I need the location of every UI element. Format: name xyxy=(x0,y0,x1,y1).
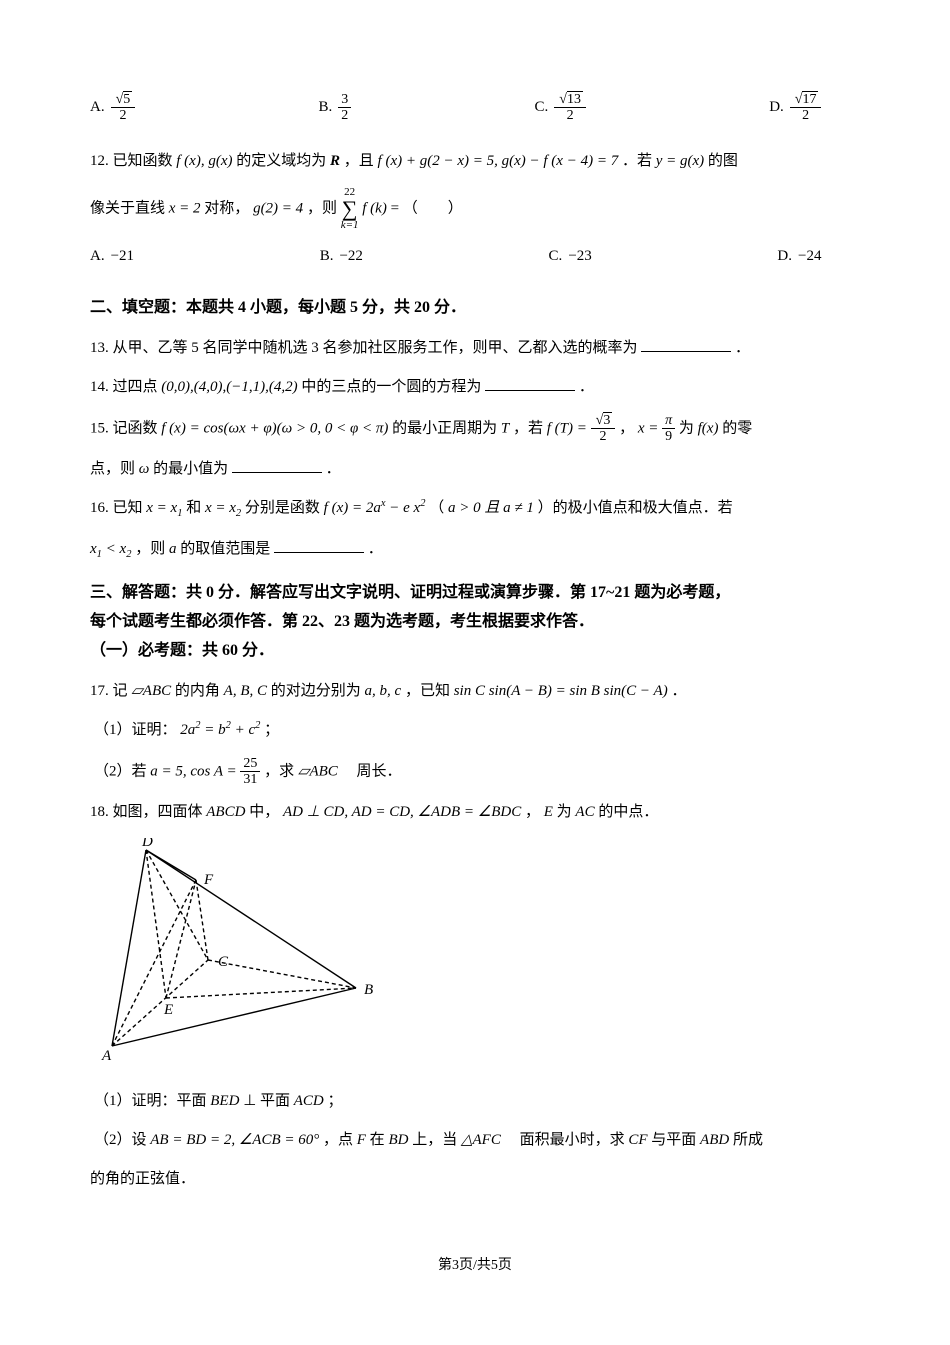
section3-title: 三、解答题：共 0 分．解答应写出文字说明、证明过程或演算步骤．第 17~21 … xyxy=(90,579,860,665)
q11-option-c: C. 13 2 xyxy=(535,92,586,124)
q12-option-b: B.−22 xyxy=(320,243,363,270)
svg-text:D: D xyxy=(141,838,153,850)
q11-options: A. 5 2 B. 3 2 C. 13 2 D. 17 2 xyxy=(90,92,822,124)
q12-option-c: C.−23 xyxy=(549,243,592,270)
q18-part2: （2）设 AB = BD = 2, ∠ACB = 60° ，点 F 在 BD 上… xyxy=(94,1127,860,1154)
svg-text:A: A xyxy=(101,1048,112,1064)
section2-title: 二、填空题：本题共 4 小题，每小题 5 分，共 20 分． xyxy=(90,294,860,323)
fill-blank xyxy=(274,538,364,553)
qnum: 15. xyxy=(90,420,109,436)
q15-line2: 点，则 ω 的最小值为 ． xyxy=(90,456,860,483)
qnum: 13. xyxy=(90,340,109,356)
opt-label: B. xyxy=(319,94,333,121)
q13: 13. 从甲、乙等 5 名同学中随机选 3 名参加社区服务工作，则甲、乙都入选的… xyxy=(90,335,860,362)
q16-line2: x1 < x2 ，则 a 的取值范围是 ． xyxy=(90,536,860,565)
svg-text:C: C xyxy=(218,954,229,970)
summation: 22 ∑ k=1 xyxy=(341,187,359,231)
fraction: 3 2 xyxy=(591,413,616,445)
q17-part2: （2）若 a = 5, cos A = 25 31 ，求 ▱ABC 周长． xyxy=(94,756,860,788)
fraction: π 9 xyxy=(662,413,675,445)
qnum: 14. xyxy=(90,379,109,395)
svg-text:F: F xyxy=(203,872,214,888)
fraction: 3 2 xyxy=(338,92,351,124)
fraction: 17 2 xyxy=(790,92,822,124)
fill-blank xyxy=(641,337,731,352)
qnum: 12. xyxy=(90,153,109,169)
fraction: 25 31 xyxy=(240,756,260,788)
q12: 12. 已知函数 f (x), g(x) 的定义域均为 R ，且 f (x) +… xyxy=(90,148,860,175)
fraction: 13 2 xyxy=(554,92,586,124)
fraction: 5 2 xyxy=(111,92,136,124)
q15: 15. 记函数 f (x) = cos(ωx + φ)(ω > 0, 0 < φ… xyxy=(90,413,860,445)
opt-label: A. xyxy=(90,94,105,121)
q17-part1: （1）证明： 2a2 = b2 + c2 ； xyxy=(94,717,860,744)
q12-option-a: A.−21 xyxy=(90,243,134,270)
svg-text:E: E xyxy=(163,1002,173,1018)
svg-text:B: B xyxy=(364,982,373,998)
q14: 14. 过四点 (0,0),(4,0),(−1,1),(4,2) 中的三点的一个… xyxy=(90,374,860,401)
opt-label: D. xyxy=(769,94,784,121)
q11-option-d: D. 17 2 xyxy=(769,92,821,124)
q12-line2: 像关于直线 x = 2 对称， g(2) = 4 ，则 22 ∑ k=1 f (… xyxy=(90,187,860,231)
q18-figure: D F C B E A xyxy=(100,838,860,1076)
q16: 16. 已知 x = x1 和 x = x2 分别是函数 f (x) = 2ax… xyxy=(90,495,860,524)
qnum: 17. xyxy=(90,683,109,699)
fill-blank xyxy=(485,376,575,391)
qnum: 16. xyxy=(90,500,109,516)
q17: 17. 记 ▱ABC 的内角 A, B, C 的对边分别为 a, b, c ，已… xyxy=(90,678,860,705)
page-footer: 第3页/共5页 xyxy=(90,1253,860,1278)
q11-option-b: B. 3 2 xyxy=(319,92,352,124)
q18-part1: （1）证明：平面 BED ⊥ 平面 ACD ； xyxy=(94,1088,860,1115)
opt-label: C. xyxy=(535,94,549,121)
q12-option-d: D.−24 xyxy=(777,243,821,270)
q11-option-a: A. 5 2 xyxy=(90,92,135,124)
fill-blank xyxy=(232,458,322,473)
tetrahedron-svg: D F C B E A xyxy=(100,838,380,1066)
q18: 18. 如图，四面体 ABCD 中， AD ⊥ CD, AD = CD, ∠AD… xyxy=(90,799,860,826)
q12-options: A.−21 B.−22 C.−23 D.−24 xyxy=(90,243,822,270)
qnum: 18. xyxy=(90,804,109,820)
q18-part2-line2: 的角的正弦值． xyxy=(90,1166,860,1193)
